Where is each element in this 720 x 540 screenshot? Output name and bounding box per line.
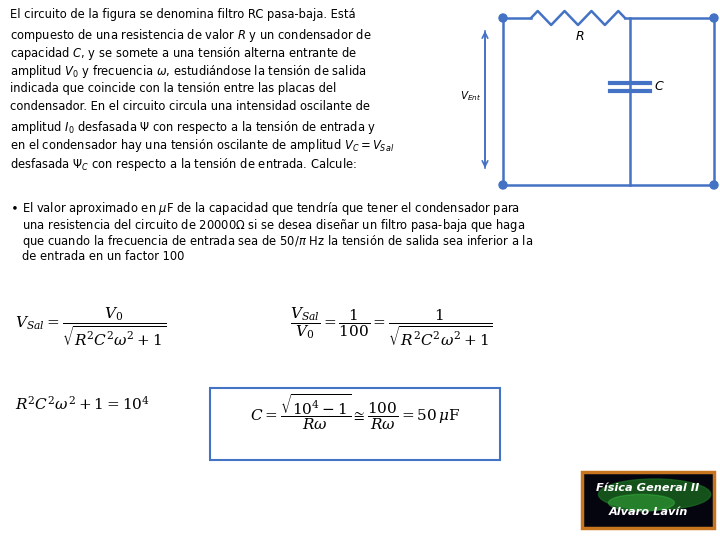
FancyBboxPatch shape — [582, 472, 714, 528]
Circle shape — [710, 181, 718, 189]
Text: Alvaro Lavín: Alvaro Lavín — [608, 507, 688, 517]
Text: $R^2C^2\omega^2+1=10^4$: $R^2C^2\omega^2+1=10^4$ — [15, 395, 150, 413]
Text: Física General II: Física General II — [596, 483, 700, 492]
Text: una resistencia del circuito de 20000$\Omega$ si se desea diseñar un filtro pasa: una resistencia del circuito de 20000$\O… — [22, 217, 526, 233]
Text: desfasada $\Psi_C$ con respecto a la tensión de entrada. Calcule:: desfasada $\Psi_C$ con respecto a la ten… — [10, 156, 357, 173]
Text: indicada que coincide con la tensión entre las placas del: indicada que coincide con la tensión ent… — [10, 82, 336, 95]
Text: $V_{Sal} = \dfrac{V_0}{\sqrt{R^2C^2\omega^2+1}}$: $V_{Sal} = \dfrac{V_0}{\sqrt{R^2C^2\omeg… — [15, 305, 166, 348]
Circle shape — [499, 181, 507, 189]
Text: El valor aproximado en $\mu$F de la capacidad que tendría que tener el condensad: El valor aproximado en $\mu$F de la capa… — [22, 200, 520, 217]
Text: condensador. En el circuito circula una intensidad oscilante de: condensador. En el circuito circula una … — [10, 100, 370, 113]
FancyBboxPatch shape — [210, 388, 500, 460]
Text: en el condensador hay una tensión oscilante de amplitud $V_C=V_{Sal}$: en el condensador hay una tensión oscila… — [10, 138, 395, 154]
Text: $\dfrac{V_{Sal}}{V_0} = \dfrac{1}{100} = \dfrac{1}{\sqrt{R^2C^2\omega^2+1}}$: $\dfrac{V_{Sal}}{V_0} = \dfrac{1}{100} =… — [290, 305, 492, 348]
Text: capacidad $C$, y se somete a una tensión alterna entrante de: capacidad $C$, y se somete a una tensión… — [10, 45, 357, 62]
Text: compuesto de una resistencia de valor $R$ y un condensador de: compuesto de una resistencia de valor $R… — [10, 26, 372, 44]
Text: amplitud $I_0$ desfasada $\Psi$ con respecto a la tensión de entrada y: amplitud $I_0$ desfasada $\Psi$ con resp… — [10, 119, 377, 136]
Text: El circuito de la figura se denomina filtro RC pasa-baja. Está: El circuito de la figura se denomina fil… — [10, 8, 356, 21]
Circle shape — [499, 14, 507, 22]
Text: $C=\dfrac{\sqrt{10^4-1}}{R\omega}\cong\dfrac{100}{R\omega}=50\,\mu\mathrm{F}$: $C=\dfrac{\sqrt{10^4-1}}{R\omega}\cong\d… — [250, 392, 460, 431]
Text: $V_{Ent}$: $V_{Ent}$ — [459, 90, 481, 103]
Text: de entrada en un factor 100: de entrada en un factor 100 — [22, 249, 184, 262]
Ellipse shape — [598, 479, 711, 510]
Text: amplitud $V_0$ y frecuencia $\omega$, estudiándose la tensión de salida: amplitud $V_0$ y frecuencia $\omega$, es… — [10, 64, 366, 80]
Ellipse shape — [608, 495, 675, 511]
Text: $\bullet$: $\bullet$ — [10, 200, 18, 213]
Text: $R$: $R$ — [575, 30, 585, 43]
Text: $C$: $C$ — [654, 80, 665, 93]
Text: que cuando la frecuencia de entrada sea de 50/$\pi$ Hz la tensión de salida sea : que cuando la frecuencia de entrada sea … — [22, 233, 534, 250]
Circle shape — [710, 14, 718, 22]
